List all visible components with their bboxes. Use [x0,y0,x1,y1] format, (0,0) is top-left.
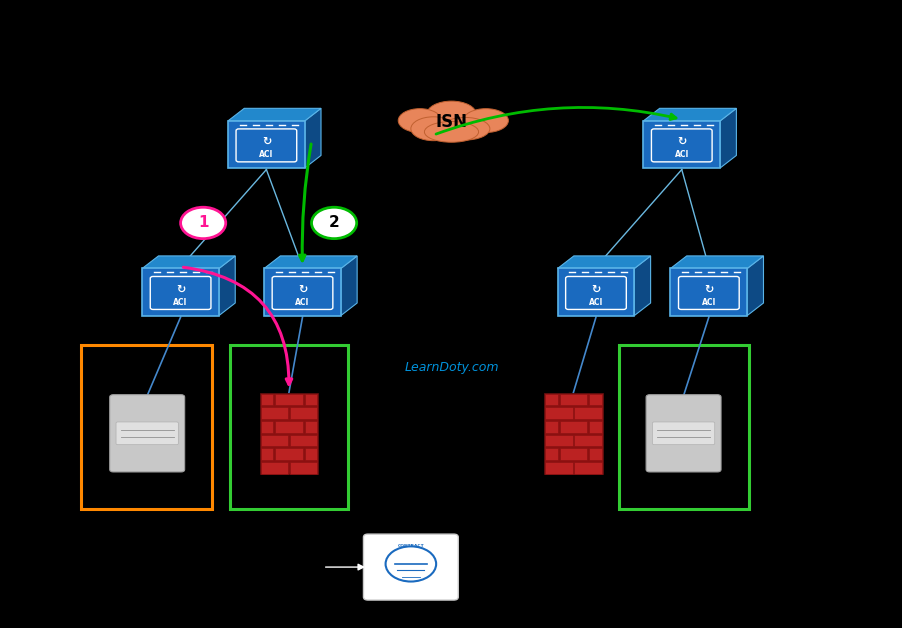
FancyBboxPatch shape [559,448,586,460]
Text: ACI: ACI [173,298,188,307]
FancyBboxPatch shape [363,534,458,600]
FancyBboxPatch shape [574,435,601,447]
FancyBboxPatch shape [544,392,603,474]
Text: CONTRACT: CONTRACT [397,544,424,548]
FancyBboxPatch shape [669,268,747,315]
FancyBboxPatch shape [264,268,341,315]
FancyBboxPatch shape [650,129,712,162]
FancyBboxPatch shape [275,394,302,406]
FancyBboxPatch shape [304,448,318,460]
Text: ↻: ↻ [591,284,600,295]
Text: ISN: ISN [435,114,467,131]
FancyBboxPatch shape [618,345,749,509]
Polygon shape [227,108,321,121]
FancyBboxPatch shape [588,448,601,460]
FancyBboxPatch shape [588,394,601,406]
Ellipse shape [398,109,441,133]
FancyBboxPatch shape [545,462,572,474]
FancyBboxPatch shape [651,422,714,445]
Polygon shape [747,256,763,315]
Ellipse shape [427,101,476,127]
Polygon shape [642,108,736,121]
Text: ACI: ACI [259,150,273,160]
FancyBboxPatch shape [261,462,288,474]
FancyBboxPatch shape [261,448,273,460]
FancyBboxPatch shape [559,394,586,406]
FancyBboxPatch shape [646,395,721,472]
FancyBboxPatch shape [150,276,211,310]
FancyBboxPatch shape [115,422,179,445]
FancyBboxPatch shape [559,421,586,433]
FancyBboxPatch shape [261,408,288,419]
Ellipse shape [424,121,478,143]
Ellipse shape [440,117,489,140]
Text: 1: 1 [198,215,208,230]
Text: ↻: ↻ [176,284,185,295]
FancyBboxPatch shape [545,435,572,447]
Text: ACI: ACI [674,150,688,160]
Ellipse shape [410,117,456,141]
Polygon shape [557,256,650,268]
FancyBboxPatch shape [290,435,317,447]
Polygon shape [143,256,235,268]
Polygon shape [669,256,763,268]
Text: LearnDoty.com: LearnDoty.com [404,361,498,374]
FancyBboxPatch shape [574,408,601,419]
FancyBboxPatch shape [574,462,601,474]
FancyBboxPatch shape [81,345,212,509]
FancyBboxPatch shape [275,448,302,460]
FancyBboxPatch shape [143,268,218,315]
FancyBboxPatch shape [588,421,601,433]
Polygon shape [720,108,736,168]
Text: ACI: ACI [588,298,603,307]
FancyBboxPatch shape [235,129,297,162]
FancyBboxPatch shape [557,268,633,315]
FancyBboxPatch shape [565,276,626,310]
FancyBboxPatch shape [227,121,305,168]
FancyBboxPatch shape [261,435,288,447]
Text: 2: 2 [328,215,339,230]
FancyBboxPatch shape [545,448,557,460]
FancyBboxPatch shape [290,408,317,419]
FancyBboxPatch shape [260,392,318,474]
FancyBboxPatch shape [230,345,347,509]
FancyBboxPatch shape [545,394,557,406]
FancyBboxPatch shape [304,394,318,406]
Polygon shape [219,256,235,315]
Text: ACI: ACI [295,298,309,307]
Circle shape [180,207,226,239]
Polygon shape [633,256,650,315]
FancyBboxPatch shape [677,276,739,310]
Text: ↻: ↻ [676,137,686,147]
FancyBboxPatch shape [642,121,720,168]
Polygon shape [264,256,357,268]
FancyBboxPatch shape [110,395,184,472]
Circle shape [311,207,356,239]
Text: ↻: ↻ [704,284,713,295]
FancyBboxPatch shape [304,421,318,433]
Text: ↻: ↻ [298,284,307,295]
Polygon shape [341,256,357,315]
FancyBboxPatch shape [545,421,557,433]
FancyBboxPatch shape [275,421,302,433]
Ellipse shape [463,109,508,133]
Text: ACI: ACI [701,298,715,307]
FancyBboxPatch shape [272,276,333,310]
FancyBboxPatch shape [545,408,572,419]
FancyBboxPatch shape [290,462,317,474]
Polygon shape [304,108,321,168]
FancyBboxPatch shape [261,421,273,433]
Text: ↻: ↻ [262,137,271,147]
FancyBboxPatch shape [261,394,273,406]
